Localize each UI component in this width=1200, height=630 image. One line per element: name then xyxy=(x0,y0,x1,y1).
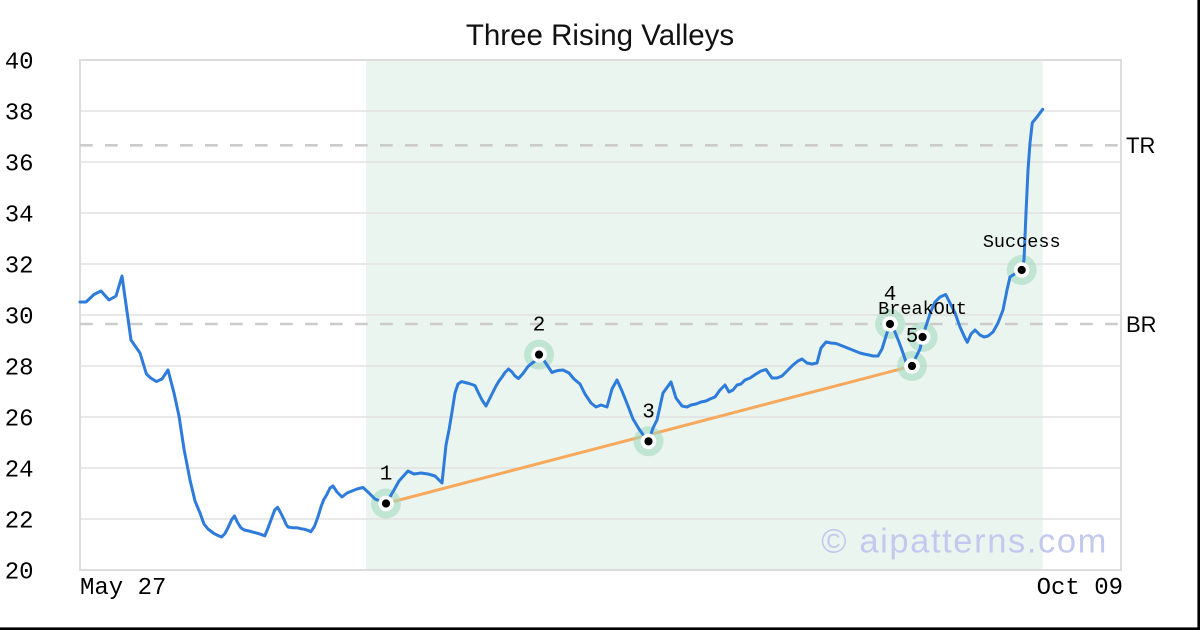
svg-text:38: 38 xyxy=(5,101,34,128)
svg-text:1: 1 xyxy=(380,464,393,487)
svg-text:40: 40 xyxy=(5,50,34,77)
svg-text:May 27: May 27 xyxy=(80,575,166,602)
svg-text:36: 36 xyxy=(5,152,34,179)
svg-text:22: 22 xyxy=(5,509,34,536)
svg-text:Success: Success xyxy=(983,232,1061,253)
svg-text:4: 4 xyxy=(884,284,897,307)
svg-text:© aipatterns.com: © aipatterns.com xyxy=(821,523,1108,561)
svg-text:5: 5 xyxy=(906,326,919,349)
svg-text:BR: BR xyxy=(1126,312,1157,337)
svg-text:2: 2 xyxy=(533,315,546,338)
svg-text:28: 28 xyxy=(5,356,34,383)
svg-text:20: 20 xyxy=(5,560,34,587)
svg-text:BreakOut: BreakOut xyxy=(878,299,967,320)
svg-text:24: 24 xyxy=(5,458,34,485)
svg-text:26: 26 xyxy=(5,407,34,434)
svg-text:Oct 09: Oct 09 xyxy=(1037,575,1123,602)
svg-text:30: 30 xyxy=(5,305,34,332)
svg-text:32: 32 xyxy=(5,254,34,281)
svg-text:34: 34 xyxy=(5,203,34,230)
svg-text:TR: TR xyxy=(1126,133,1155,158)
svg-text:Three Rising Valleys: Three Rising Valleys xyxy=(466,19,734,52)
svg-text:3: 3 xyxy=(642,401,655,424)
